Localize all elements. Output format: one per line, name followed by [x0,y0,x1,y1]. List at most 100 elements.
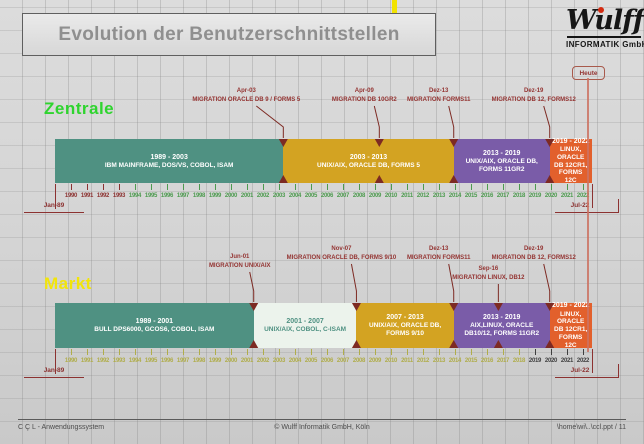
axis-tick [551,349,552,355]
axis-year: 2002 [256,193,270,199]
axis-end-tick [591,349,593,373]
axis-tick [71,349,72,355]
axis-tick [503,184,504,190]
axis-end-bracket [618,199,619,213]
axis-year: 2009 [368,358,382,364]
axis-year: 2002 [256,358,270,364]
bar-tech: LINUX, ORACLE DB 12CR1, FORMS 12C [554,146,588,185]
axis-year: 1992 [96,358,110,364]
axis-tick [151,349,152,355]
footer-rule [18,419,626,420]
axis-tick [279,184,280,190]
axis-year: 2005 [304,358,318,364]
axis-tick [423,349,424,355]
axis-year: 2015 [464,358,478,364]
milestone-date: Sep-16 [478,266,499,272]
axis-tick [263,349,264,355]
bar-range: 2013 - 2019 [483,149,521,157]
timeline-bar: 2007 - 2013 UNIX/AIX, ORACLE DB, FORMS 9/… [356,303,454,348]
axis-year: 1999 [208,358,222,364]
logo-dot-icon [598,7,604,13]
axis-year: 2017 [496,193,510,199]
axis-year: 1993 [112,193,126,199]
axis-year: 2008 [352,193,366,199]
bar-tech: UNIX/AIX, COBOL, C-ISAM [264,326,347,334]
axis-year: 2004 [288,193,302,199]
footer-center: © Wulff Informatik GmbH, Köln [274,424,370,431]
bar-range: 2003 - 2013 [349,153,388,161]
axis-year: 2010 [384,358,398,364]
axis-tick [247,184,248,190]
timeline-bar: 1989 - 2003 IBM MAINFRAME, DOS/VS, COBOL,… [55,139,284,183]
heute-label: Heute [579,69,598,77]
milestone-label: MIGRATION DB 12, FORMS12 [491,97,576,103]
axis-year: 2013 [432,193,446,199]
axis-end-underline [555,377,618,378]
axis-year: 1997 [176,358,190,364]
axis-year: 2013 [432,358,446,364]
axis-tick [455,349,456,355]
axis-tick [439,184,440,190]
axis-tick [295,184,296,190]
bar-tech: AIX,LINUX, ORACLE DB10/12, FORMS 11GR2 [464,322,540,338]
axis-year: 1990 [64,193,78,199]
axis-start-tick [55,184,56,209]
axis-year: 2019 [528,358,542,364]
axis-year: 2003 [272,358,286,364]
milestone-date: Apr-09 [354,88,374,94]
milestone-label: MIGRATION FORMS11 [406,255,471,261]
axis-tick [135,184,136,190]
axis-year: 1990 [64,358,78,364]
bar-range: 2019 - 2022 [551,137,590,145]
axis-tick [391,349,392,355]
axis-year: 2006 [320,358,334,364]
axis-year: 2012 [416,193,430,199]
axis-year: 1994 [128,358,142,364]
bar-range: 2019 - 2022 [551,302,590,310]
axis-year: 1998 [192,193,206,199]
slide-title-box: Evolution der Benutzerschnittstellen [22,13,436,56]
axis-start-label: Jan-89 [43,202,65,209]
axis-year: 2000 [224,358,238,364]
axis-year: 2018 [512,358,526,364]
bar-range: 2013 - 2019 [483,314,521,322]
milestone-label: MIGRATION FORMS11 [406,97,471,103]
milestone-label: MIGRATION DB 12, FORMS12 [491,255,576,261]
axis-year: 2019 [528,193,542,199]
axis-year: 2008 [352,358,366,364]
axis-tick [327,349,328,355]
axis-tick [279,349,280,355]
footer-left: C Ç L - Anwendungssystem [18,424,105,431]
axis-tick [375,184,376,190]
timeline-bar: 2003 - 2013 UNIX/AIX, ORACLE DB, FORMS 5 [283,139,454,183]
axis-year: 2016 [480,193,494,199]
axis-year: 2006 [320,193,334,199]
axis-tick [183,184,184,190]
axis-year: 2011 [401,193,413,199]
axis-year: 2012 [416,358,430,364]
axis-tick [583,349,584,355]
milestone-label: MIGRATION DB 10GR2 [331,97,397,103]
axis-tick [167,184,168,190]
milestone-date: Jun-01 [230,254,250,260]
axis-tick [471,184,472,190]
axis-start-underline [24,212,84,213]
slide-title: Evolution der Benutzerschnittstellen [58,23,400,45]
axis-year: 1992 [96,193,110,199]
milestone-date: Dez-19 [524,246,544,252]
axis-tick [183,349,184,355]
axis-tick [551,184,552,190]
axis-year: 2009 [368,193,382,199]
axis-tick [423,184,424,190]
axis-tick [487,184,488,190]
milestone-date: Dez-13 [429,246,449,252]
axis-start-label: Jan-89 [43,367,65,374]
axis-tick [311,349,312,355]
axis-tick [215,349,216,355]
timeline-bar: 1989 - 2001 BULL DPS6000, GCOS6, COBOL, I… [55,303,254,348]
axis-start-tick [55,349,56,374]
milestone-label: MIGRATION LINUX, DB12 [452,275,525,281]
timeline-bar: 2001 - 2007 UNIX/AIX, COBOL, C-ISAM [253,303,357,348]
